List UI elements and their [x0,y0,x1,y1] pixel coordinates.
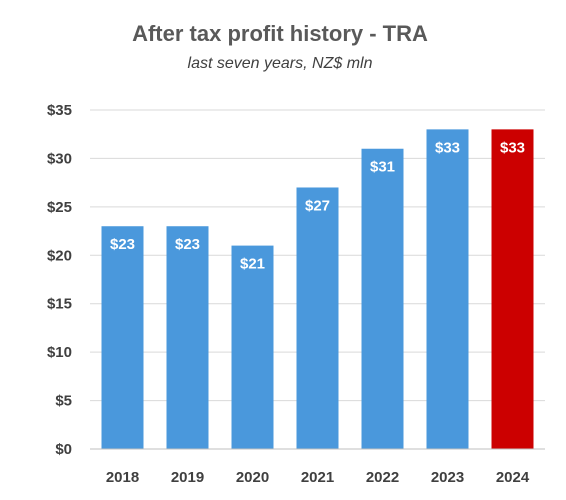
data-label: $23 [175,236,200,253]
bars [101,129,534,449]
bar-2024 [491,129,534,449]
data-label: $31 [370,159,395,176]
y-tick-label: $5 [55,393,72,410]
y-axis-ticks: $0 $5 $10 $15 $20 $25 $30 $35 [47,102,72,458]
bar-2021 [296,187,339,449]
x-tick-label: 2021 [301,469,334,486]
y-tick-label: $20 [47,247,72,264]
y-tick-label: $10 [47,344,72,361]
data-label: $33 [435,139,460,156]
y-tick-label: $15 [47,296,72,313]
bar-2023 [426,129,469,449]
bar-2019 [166,226,209,449]
y-tick-label: $35 [47,102,72,119]
chart-title: After tax profit history - TRA [132,21,428,46]
y-tick-label: $0 [55,441,72,458]
data-label: $27 [305,197,330,214]
bar-2018 [101,226,144,449]
bar-2020 [231,245,274,449]
x-tick-label: 2020 [236,469,269,486]
bar-2022 [361,148,404,449]
y-tick-label: $25 [47,199,72,216]
x-tick-label: 2018 [106,469,139,486]
data-label: $21 [240,256,265,273]
x-tick-label: 2024 [496,469,530,486]
data-label: $33 [500,139,525,156]
chart-subtitle: last seven years, NZ$ mln [188,55,373,72]
y-tick-label: $30 [47,150,72,167]
x-tick-label: 2023 [431,469,464,486]
x-tick-label: 2019 [171,469,204,486]
x-axis-ticks: 2018 2019 2020 2021 2022 2023 2024 [106,469,530,486]
data-label: $23 [110,236,135,253]
data-labels: $23 $23 $21 $27 $31 $33 $33 [110,139,525,272]
x-tick-label: 2022 [366,469,399,486]
